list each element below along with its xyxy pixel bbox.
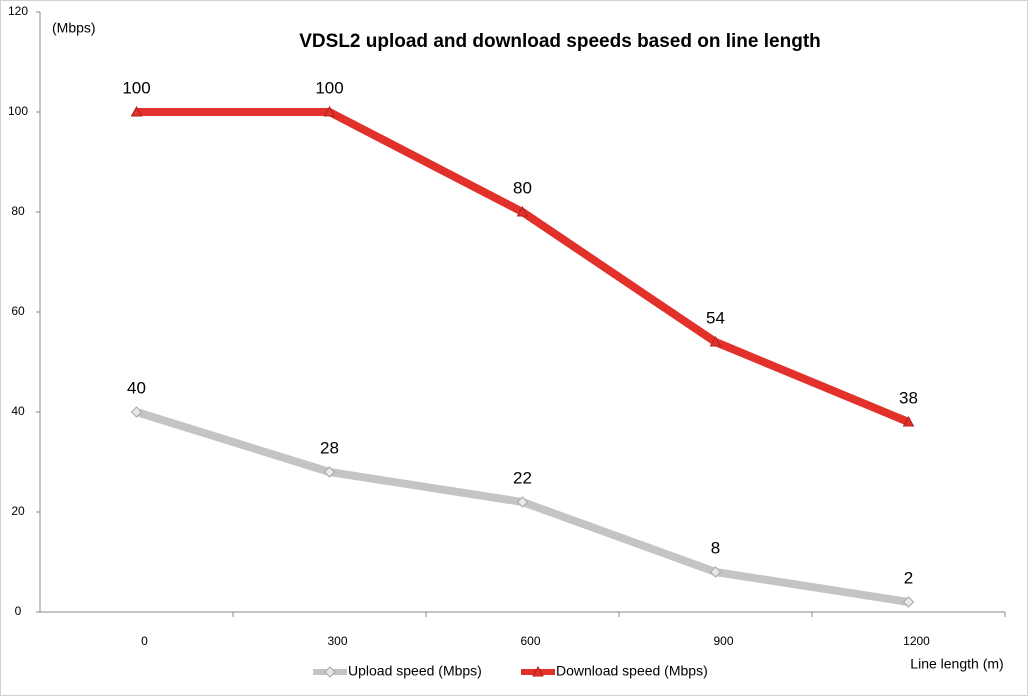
marker [532, 665, 544, 677]
marker [323, 105, 336, 117]
marker [902, 415, 915, 427]
marker [323, 466, 336, 478]
y-tick-label: 100 [8, 104, 28, 118]
y-axis-label: (Mbps) [52, 20, 96, 36]
marker [709, 335, 722, 347]
marker [902, 596, 915, 608]
y-tick-label: 20 [11, 504, 25, 518]
data-label: 40 [127, 378, 146, 397]
x-tick-label: 300 [327, 634, 347, 648]
marker [516, 496, 529, 508]
y-tick-label: 40 [11, 404, 25, 418]
data-label: 22 [513, 468, 532, 487]
marker [324, 666, 336, 678]
legend-label: Download speed (Mbps) [556, 663, 708, 679]
data-label: 28 [320, 438, 339, 457]
y-tick-label: 80 [11, 204, 25, 218]
data-label: 54 [706, 308, 725, 327]
data-label: 80 [513, 178, 532, 197]
y-tick-label: 120 [8, 4, 28, 18]
data-label: 38 [899, 388, 918, 407]
x-tick-label: 1200 [903, 634, 930, 648]
marker [709, 566, 722, 578]
marker [516, 205, 529, 217]
y-tick-label: 60 [11, 304, 25, 318]
data-label: 100 [122, 78, 150, 97]
legend-label: Upload speed (Mbps) [348, 663, 482, 679]
x-tick-label: 600 [520, 634, 540, 648]
data-label: 8 [711, 538, 720, 557]
x-tick-label: 0 [141, 634, 148, 648]
x-tick-label: 900 [713, 634, 733, 648]
marker [130, 406, 143, 418]
chart-title: VDSL2 upload and download speeds based o… [299, 31, 821, 52]
data-label: 2 [904, 568, 913, 587]
data-label: 100 [315, 78, 343, 97]
marker [130, 105, 143, 117]
x-axis-label: Line length (m) [910, 656, 1003, 672]
y-tick-label: 0 [15, 604, 22, 618]
